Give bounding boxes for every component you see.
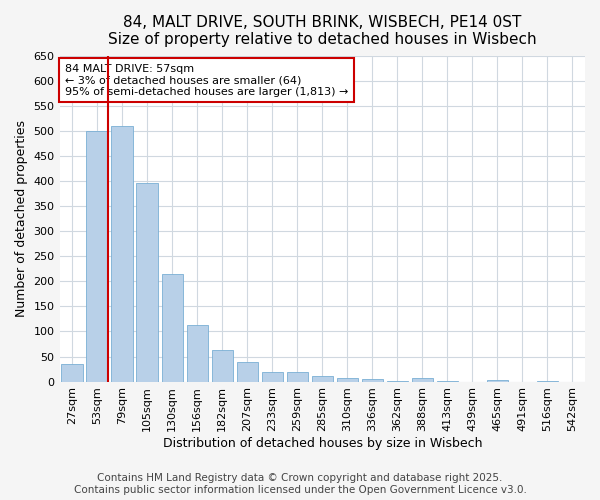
Bar <box>412 378 433 382</box>
Bar <box>161 274 183 382</box>
Bar <box>487 380 508 382</box>
Y-axis label: Number of detached properties: Number of detached properties <box>15 120 28 317</box>
Bar <box>337 378 358 382</box>
Title: 84, MALT DRIVE, SOUTH BRINK, WISBECH, PE14 0ST
Size of property relative to deta: 84, MALT DRIVE, SOUTH BRINK, WISBECH, PE… <box>108 15 536 48</box>
Bar <box>61 364 83 382</box>
Bar <box>362 379 383 382</box>
Bar <box>287 372 308 382</box>
Bar <box>311 376 333 382</box>
Bar <box>212 350 233 382</box>
Bar <box>387 381 408 382</box>
X-axis label: Distribution of detached houses by size in Wisbech: Distribution of detached houses by size … <box>163 437 482 450</box>
Bar <box>136 184 158 382</box>
Bar <box>262 372 283 382</box>
Text: 84 MALT DRIVE: 57sqm
← 3% of detached houses are smaller (64)
95% of semi-detach: 84 MALT DRIVE: 57sqm ← 3% of detached ho… <box>65 64 348 97</box>
Text: Contains HM Land Registry data © Crown copyright and database right 2025.
Contai: Contains HM Land Registry data © Crown c… <box>74 474 526 495</box>
Bar <box>187 325 208 382</box>
Bar <box>236 362 258 382</box>
Bar <box>437 381 458 382</box>
Bar <box>112 126 133 382</box>
Bar <box>537 381 558 382</box>
Bar <box>86 131 108 382</box>
